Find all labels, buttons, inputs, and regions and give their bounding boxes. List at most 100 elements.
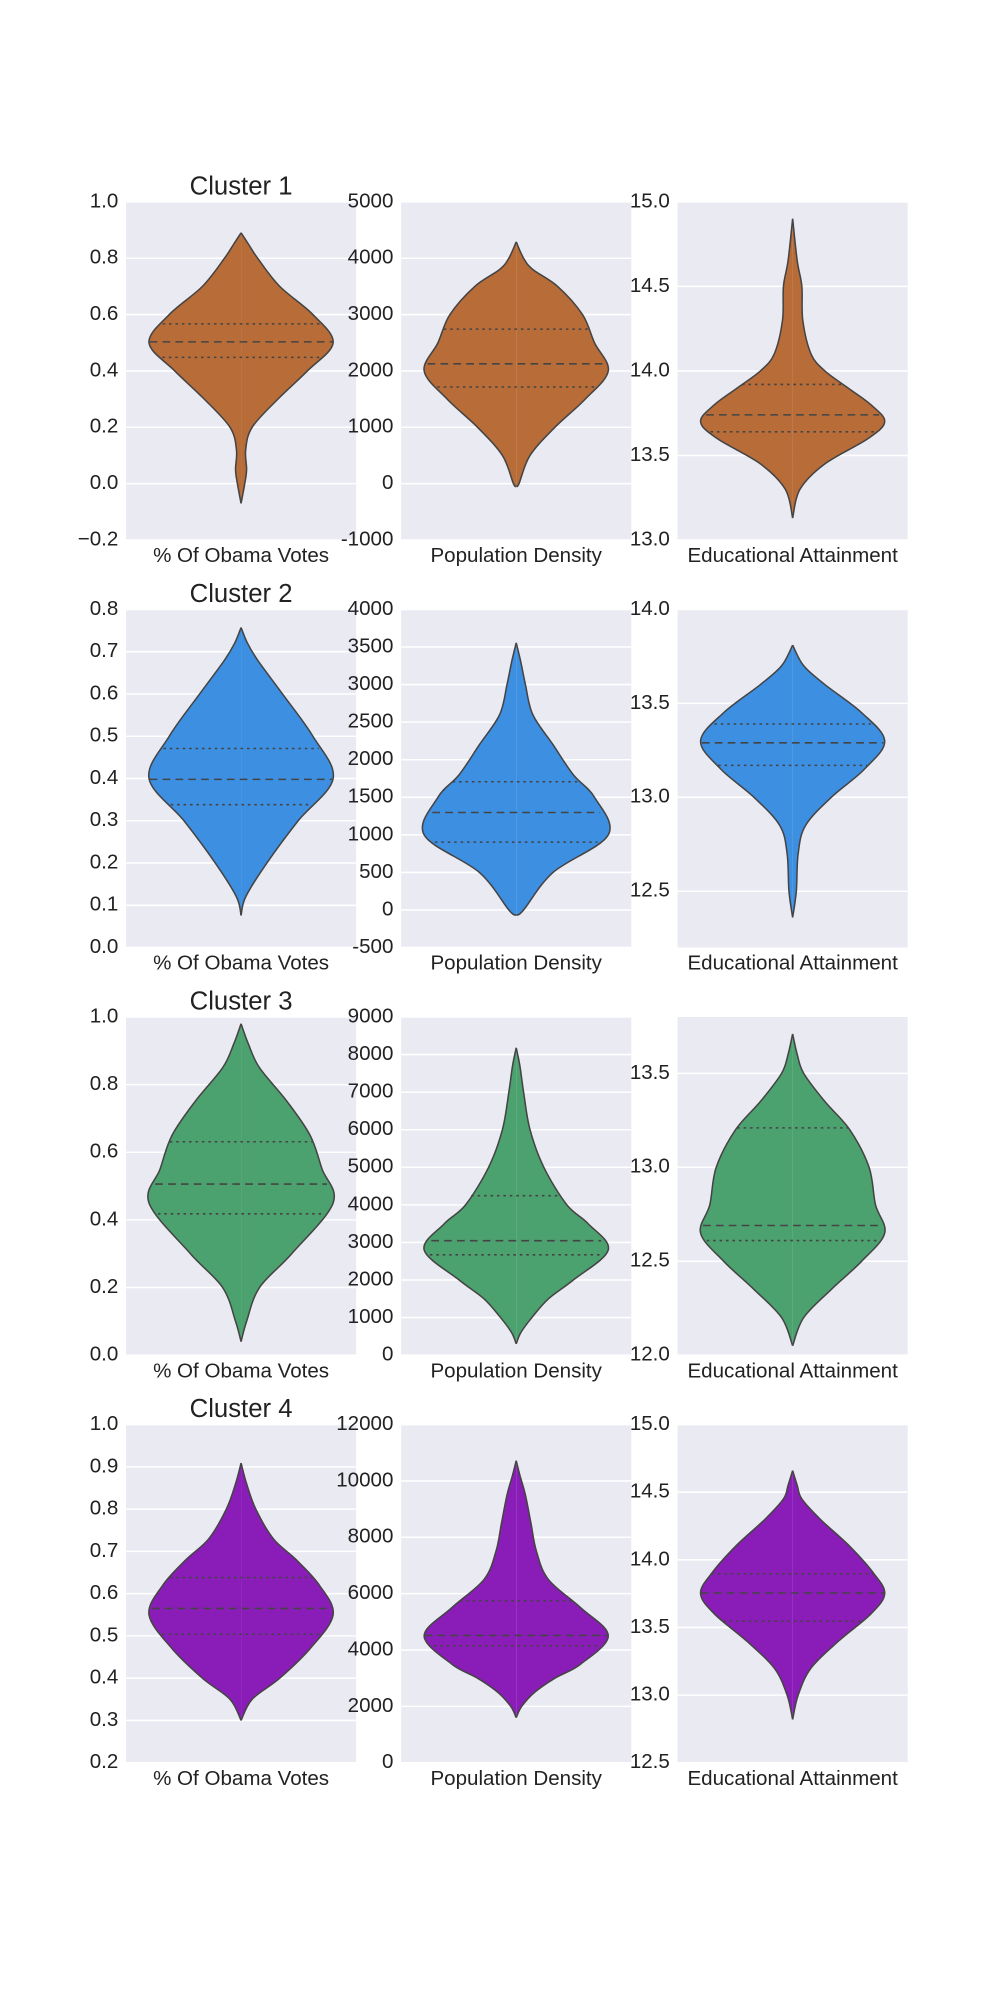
y-tick-label: 14.0 bbox=[630, 358, 670, 381]
violin-body bbox=[792, 218, 885, 519]
y-tick-label: 0.3 bbox=[90, 808, 119, 831]
violin-outline bbox=[515, 241, 610, 488]
y-tick-label: 0.4 bbox=[90, 1666, 119, 1689]
y-tick-label: 15.0 bbox=[630, 1412, 670, 1435]
violin-body bbox=[241, 232, 334, 504]
y-tick-label: 0.0 bbox=[90, 935, 119, 958]
violin-outline bbox=[791, 1470, 886, 1720]
violin-body bbox=[516, 1460, 609, 1718]
violin-outline bbox=[699, 1033, 794, 1347]
violin-body bbox=[241, 1463, 334, 1721]
chart-title: Cluster 4 bbox=[190, 1395, 293, 1423]
y-tick-label: 1000 bbox=[348, 822, 394, 845]
violin-body bbox=[516, 642, 611, 916]
y-tick-label: 3000 bbox=[348, 302, 394, 325]
violin-body bbox=[241, 627, 334, 916]
violin-body bbox=[422, 642, 517, 916]
y-tick-label: 0.1 bbox=[90, 893, 119, 916]
violin-body bbox=[241, 1023, 335, 1342]
y-tick-label: 3000 bbox=[348, 1230, 394, 1253]
y-tick-label: 13.0 bbox=[630, 1155, 670, 1178]
y-tick-label: 500 bbox=[359, 860, 393, 883]
violin-outline bbox=[240, 232, 334, 504]
y-tick-label: 0.9 bbox=[90, 1454, 119, 1477]
y-tick-label: 2500 bbox=[348, 710, 394, 733]
y-tick-label: 0 bbox=[382, 897, 393, 920]
y-tick-label: 0.4 bbox=[90, 1207, 119, 1230]
y-tick-label: 0.2 bbox=[90, 1750, 119, 1773]
x-axis-label: Educational Attainment bbox=[687, 1767, 898, 1790]
violin-body bbox=[700, 1033, 793, 1346]
violin-outline bbox=[421, 642, 517, 916]
y-tick-label: 0 bbox=[382, 471, 393, 494]
y-tick-label: 13.5 bbox=[630, 1615, 670, 1638]
y-tick-label: 12.0 bbox=[630, 1343, 670, 1366]
y-tick-label: 6000 bbox=[348, 1117, 394, 1140]
y-tick-label: 0.0 bbox=[90, 471, 119, 494]
y-tick-label: 8000 bbox=[348, 1042, 394, 1065]
y-tick-label: 4000 bbox=[348, 246, 394, 269]
y-tick-label: 0.4 bbox=[90, 358, 119, 381]
y-tick-label: 0.8 bbox=[90, 1497, 119, 1520]
y-tick-label: 15.0 bbox=[630, 189, 670, 212]
y-tick-label: 3000 bbox=[348, 672, 394, 695]
violin-body bbox=[424, 1460, 517, 1718]
y-tick-label: 1.0 bbox=[90, 1412, 119, 1435]
violin-outline bbox=[791, 218, 886, 519]
y-tick-label: 0.6 bbox=[90, 302, 119, 325]
chart-title: Cluster 2 bbox=[190, 580, 293, 608]
x-axis-label: % Of Obama Votes bbox=[153, 1767, 329, 1790]
y-tick-label: 7000 bbox=[348, 1080, 394, 1103]
violin-body bbox=[700, 1470, 793, 1720]
y-tick-label: 13.5 bbox=[630, 1061, 670, 1084]
violin-outline bbox=[699, 218, 794, 519]
y-tick-label: 10000 bbox=[336, 1468, 393, 1491]
y-tick-label: 0.5 bbox=[90, 724, 119, 747]
x-axis-label: % Of Obama Votes bbox=[153, 1359, 329, 1382]
y-tick-label: 14.5 bbox=[630, 1480, 670, 1503]
y-tick-label: 14.0 bbox=[630, 597, 670, 620]
y-tick-label: 0.2 bbox=[90, 415, 119, 438]
y-tick-label: 1.0 bbox=[90, 189, 119, 212]
violin-body bbox=[792, 1033, 886, 1346]
violin-body bbox=[147, 1023, 242, 1342]
violin-outline bbox=[147, 1023, 242, 1342]
violin-outline bbox=[423, 241, 517, 488]
violin-body bbox=[148, 1463, 242, 1721]
y-tick-label: 0.2 bbox=[90, 850, 119, 873]
violin-outline bbox=[240, 1023, 336, 1342]
y-tick-label: 0.7 bbox=[90, 1539, 119, 1562]
y-tick-label: 9000 bbox=[348, 1004, 394, 1027]
x-axis-label: Population Density bbox=[430, 1359, 602, 1382]
x-axis-label: Population Density bbox=[430, 1767, 602, 1790]
violin-body bbox=[700, 218, 793, 519]
violin-outline bbox=[240, 1462, 334, 1721]
y-tick-label: 0.6 bbox=[90, 1140, 119, 1163]
y-tick-label: 2000 bbox=[348, 747, 394, 770]
violin-outline bbox=[791, 644, 886, 918]
violin-outline bbox=[148, 232, 242, 504]
violin-body bbox=[792, 1470, 885, 1720]
y-tick-label: 2000 bbox=[348, 1267, 394, 1290]
x-axis-label: Population Density bbox=[430, 952, 602, 975]
y-tick-label: 8000 bbox=[348, 1525, 394, 1548]
violin-outline bbox=[699, 1470, 794, 1720]
y-tick-label: 0.7 bbox=[90, 639, 119, 662]
y-tick-label: 13.0 bbox=[630, 785, 670, 808]
y-tick-label: 13.0 bbox=[630, 527, 670, 550]
x-axis-label: % Of Obama Votes bbox=[153, 952, 329, 975]
y-tick-label: 4000 bbox=[348, 597, 394, 620]
y-tick-label: 1.0 bbox=[90, 1004, 119, 1027]
y-tick-label: 3500 bbox=[348, 634, 394, 657]
y-tick-label: 4000 bbox=[348, 1192, 394, 1215]
violin-outline bbox=[148, 1462, 242, 1721]
y-tick-label: 12.5 bbox=[630, 1249, 670, 1272]
y-tick-label: 4000 bbox=[348, 1637, 394, 1660]
x-axis-label: Educational Attainment bbox=[687, 544, 898, 567]
violin-outline bbox=[699, 644, 794, 918]
y-tick-label: 2000 bbox=[348, 1694, 394, 1717]
y-tick-label: 0.8 bbox=[90, 1072, 119, 1095]
violin-body bbox=[516, 1047, 609, 1344]
